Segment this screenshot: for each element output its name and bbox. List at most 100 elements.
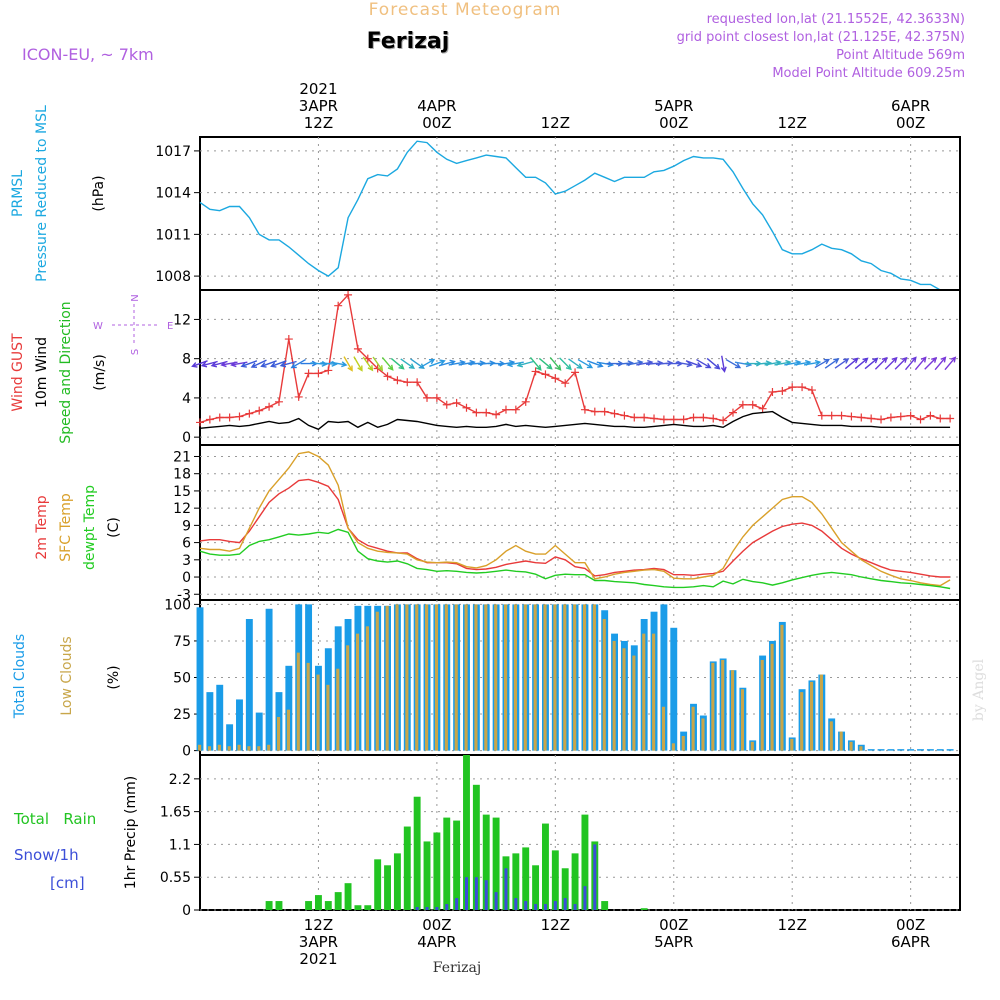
bar-low-clouds — [277, 716, 281, 751]
bar-rain — [433, 832, 441, 910]
bar-rain — [492, 817, 500, 910]
bar-low-clouds — [385, 605, 389, 751]
bar-total-clouds — [887, 749, 895, 751]
bar-rain — [581, 814, 589, 910]
bar-low-clouds — [425, 604, 429, 751]
wind-arrow — [696, 358, 712, 369]
gust-point — [383, 372, 392, 381]
wind-arrow — [803, 359, 822, 366]
bar-rain — [413, 796, 421, 910]
y-tick-label: 1.65 — [160, 805, 191, 821]
gust-point — [442, 400, 451, 409]
gust-point — [196, 418, 204, 427]
gust-point — [304, 369, 313, 378]
y-tick-label: 0.55 — [160, 870, 191, 886]
bar-rain — [393, 853, 401, 910]
bar-low-clouds — [661, 706, 666, 751]
bar-low-clouds — [286, 709, 290, 751]
y-axis-label: (%) — [106, 665, 122, 689]
y-tick-label: 1011 — [155, 227, 191, 243]
bar-rain — [522, 847, 530, 910]
bar-low-clouds — [474, 604, 478, 751]
bar-rain — [364, 905, 372, 910]
bar-snow — [415, 907, 419, 910]
bar-low-clouds — [563, 604, 567, 751]
bar-snow — [573, 904, 577, 910]
gust-point — [817, 411, 826, 420]
top-time-label: 2021 — [299, 80, 337, 98]
bar-low-clouds — [731, 670, 735, 751]
bar-low-clouds — [434, 604, 439, 751]
requested-coordinates: requested lon,lat (21.1552E, 42.3633N) — [707, 12, 965, 27]
y-tick-label: 8 — [182, 352, 191, 368]
bar-low-clouds — [681, 735, 685, 751]
bar-total-clouds — [255, 712, 263, 751]
y-axis-label: (m/s) — [92, 354, 108, 391]
y-axis-label: PRMSL — [10, 170, 26, 217]
y-tick-label: 3 — [182, 553, 191, 569]
bottom-time-label: 5APR — [654, 933, 693, 951]
gust-point — [423, 393, 432, 402]
bar-rain — [551, 850, 559, 910]
gust-point — [353, 344, 362, 353]
bar-total-clouds — [265, 608, 273, 751]
bar-low-clouds — [375, 611, 379, 751]
bar-low-clouds — [582, 604, 587, 751]
y-tick-label: 0 — [182, 903, 191, 919]
y-axis-label: Speed and Direction — [58, 301, 74, 443]
bar-low-clouds — [513, 604, 517, 751]
gust-point — [561, 379, 570, 388]
series-line-prmsl — [199, 140, 951, 291]
bar-low-clouds — [296, 652, 300, 751]
bar-rain — [561, 868, 569, 910]
bar-low-clouds — [819, 674, 823, 751]
bottom-time-label: 6APR — [891, 933, 930, 951]
legend-snow-unit: [cm] — [50, 874, 85, 892]
gust-point — [886, 413, 895, 422]
bar-total-clouds — [236, 699, 243, 751]
gust-point — [462, 403, 471, 412]
bar-rain — [334, 892, 342, 910]
y-axis-label: 2m Temp — [34, 495, 50, 559]
wind-arrow — [904, 356, 917, 371]
bar-rain — [314, 895, 322, 910]
bar-low-clouds — [780, 624, 784, 751]
y-axis-label: dewpt Temp — [82, 485, 98, 570]
wind-arrow — [310, 360, 328, 367]
bar-rain — [443, 817, 451, 910]
bar-low-clouds — [415, 604, 419, 751]
bar-low-clouds — [395, 604, 399, 751]
wind-arrow — [468, 360, 486, 367]
bar-rain — [453, 820, 461, 910]
bar-low-clouds — [355, 633, 360, 751]
bar-rain — [472, 784, 480, 910]
wind-arrow — [685, 360, 703, 368]
wind-arrow — [864, 357, 879, 370]
y-axis-label: (C) — [106, 517, 122, 538]
bar-total-clouds — [936, 749, 944, 751]
bar-snow — [474, 877, 478, 910]
wind-arrow — [390, 357, 405, 370]
gust-point — [946, 414, 955, 423]
y-tick-label: 15 — [173, 484, 191, 500]
gust-point — [482, 408, 491, 417]
legend-total-clouds: Total Clouds — [12, 634, 28, 719]
bar-low-clouds — [721, 659, 725, 751]
bar-low-clouds — [237, 744, 241, 751]
gust-point — [798, 383, 807, 392]
bar-low-clouds — [800, 692, 804, 751]
bar-total-clouds — [897, 749, 905, 751]
bar-low-clouds — [247, 746, 251, 751]
bar-rain — [482, 814, 490, 910]
y-tick-label: 1017 — [155, 144, 191, 160]
model-altitude: Model Point Altitude 609.25m — [772, 66, 965, 81]
bar-low-clouds — [829, 721, 833, 751]
bar-low-clouds — [405, 604, 409, 751]
compass-west: W — [93, 321, 103, 332]
wind-arrow — [834, 358, 850, 369]
gust-point — [640, 413, 649, 422]
compass-east: E — [167, 321, 173, 332]
bar-low-clouds — [612, 640, 616, 751]
top-time-label: 00Z — [659, 114, 688, 132]
